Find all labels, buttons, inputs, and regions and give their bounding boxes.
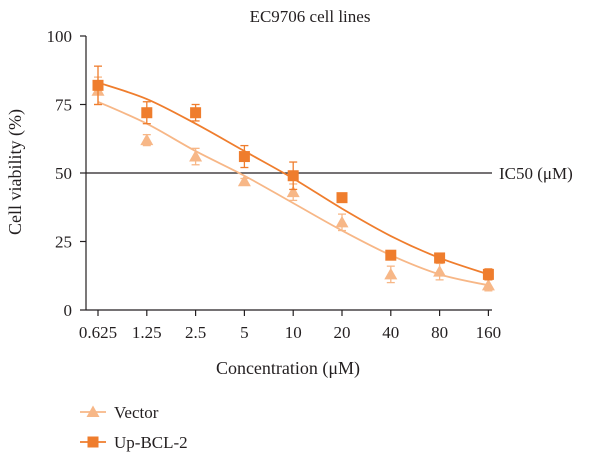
x-tick-label: 80	[431, 323, 448, 342]
triangle-marker	[140, 133, 154, 146]
y-axis-label: Cell viability (%)	[5, 109, 26, 235]
triangle-marker	[433, 265, 447, 277]
square-marker	[434, 252, 446, 264]
triangle-marker	[237, 174, 251, 187]
series-vector	[91, 76, 495, 292]
square-marker	[238, 151, 250, 163]
y-tick-label: 100	[47, 27, 73, 46]
series-up-bcl-2	[92, 65, 494, 281]
triangle-marker	[335, 215, 349, 228]
triangle-marker	[481, 278, 495, 291]
square-marker	[482, 268, 494, 280]
square-marker	[87, 436, 99, 448]
triangle-marker	[189, 150, 203, 162]
y-tick-label: 75	[55, 96, 72, 115]
square-marker	[92, 79, 104, 91]
x-tick-label: 40	[382, 323, 399, 342]
x-tick-label: 2.5	[185, 323, 206, 342]
y-axis-ticks: 0 25 50 75 100	[47, 27, 86, 320]
y-tick-label: 0	[64, 301, 73, 320]
square-marker	[141, 107, 153, 119]
ic50-label: IC50 (μM)	[499, 164, 573, 183]
square-marker	[287, 170, 299, 182]
legend-label: Vector	[114, 403, 159, 422]
square-marker	[190, 107, 202, 119]
x-axis-label: Concentration (μM)	[216, 358, 360, 379]
triangle-marker	[286, 185, 300, 198]
triangle-marker	[86, 405, 100, 417]
y-tick-label: 50	[55, 164, 72, 183]
x-tick-label: 1.25	[132, 323, 162, 342]
x-tick-label: 20	[334, 323, 351, 342]
x-tick-label: 10	[285, 323, 302, 342]
y-tick-label: 25	[55, 233, 72, 252]
square-marker	[336, 192, 348, 204]
triangle-marker	[384, 267, 398, 280]
plot-area	[91, 65, 495, 292]
x-tick-label: 160	[476, 323, 502, 342]
legend-item: Up-BCL-2	[80, 433, 188, 452]
legend-label: Up-BCL-2	[114, 433, 188, 452]
fit-curve	[97, 100, 489, 287]
legend-item: Vector	[80, 403, 159, 422]
legend: Vector Up-BCL-2	[80, 403, 188, 452]
square-marker	[385, 249, 397, 261]
x-axis-ticks: 0.625 1.25 2.5 5 10 20 40 80 160	[79, 310, 501, 342]
chart-title: EC9706 cell lines	[250, 7, 371, 26]
x-tick-label: 5	[240, 323, 249, 342]
x-tick-label: 0.625	[79, 323, 117, 342]
